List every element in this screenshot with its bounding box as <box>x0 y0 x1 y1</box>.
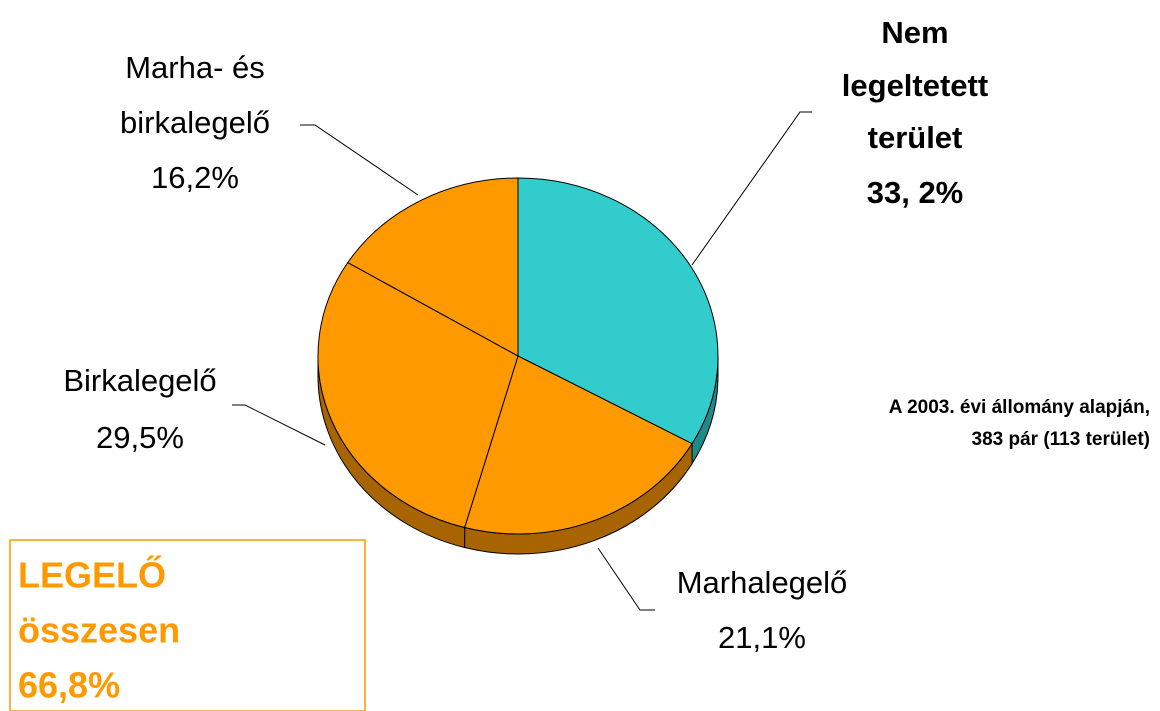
annotation: 383 pár (113 terület) <box>972 429 1150 450</box>
leader-line <box>597 547 655 611</box>
value-label: 21,1% <box>718 620 806 655</box>
summary-text: összesen <box>18 610 180 651</box>
leader-line <box>691 111 812 266</box>
slice <box>463 355 693 535</box>
annotation: A 2003. évi állomány alapján, <box>889 397 1150 418</box>
slice <box>347 177 519 357</box>
slice-label: birkalegelő <box>120 105 270 140</box>
summary-text: 66,8% <box>18 665 120 706</box>
slice <box>517 177 719 445</box>
slice-label: Nem <box>881 15 948 50</box>
slice-label: Marha- és <box>125 50 265 85</box>
leader-line <box>232 404 326 446</box>
slice-label: Marhalegelő <box>677 565 848 600</box>
value-label: 29,5% <box>96 420 184 455</box>
slice-label: legeltetett <box>842 68 988 103</box>
leader-line <box>300 124 419 196</box>
value-label: 33, 2% <box>867 175 964 210</box>
slice-label: terület <box>868 120 963 155</box>
summary-text: LEGELŐ <box>18 554 166 596</box>
value-label: 16,2% <box>151 160 239 195</box>
summary-box <box>9 539 366 711</box>
slice-label: Birkalegelő <box>63 363 216 398</box>
